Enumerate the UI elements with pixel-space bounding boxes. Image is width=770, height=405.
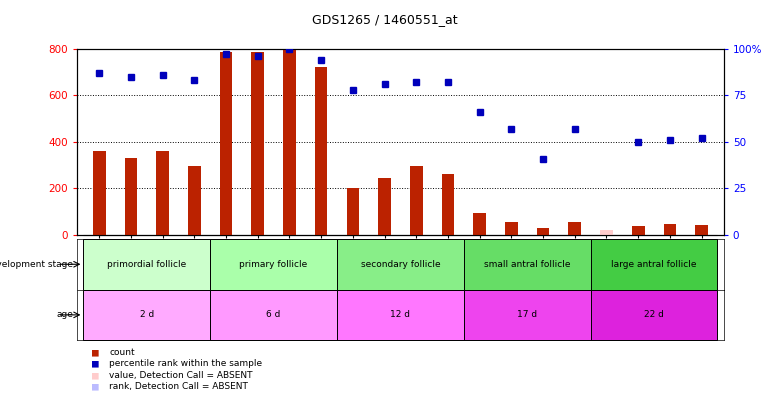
Bar [695, 225, 708, 235]
Text: count: count [109, 348, 135, 357]
Text: ■: ■ [92, 359, 99, 369]
Text: value, Detection Call = ABSENT: value, Detection Call = ABSENT [109, 371, 253, 379]
Text: 22 d: 22 d [644, 310, 664, 320]
Text: development stage: development stage [0, 260, 73, 269]
Bar [337, 239, 464, 290]
Bar [337, 290, 464, 340]
Text: primordial follicle: primordial follicle [107, 260, 186, 269]
Bar [442, 175, 454, 235]
Bar [125, 158, 137, 235]
Bar [464, 290, 591, 340]
Text: 6 d: 6 d [266, 310, 281, 320]
Text: large antral follicle: large antral follicle [611, 260, 697, 269]
Text: age: age [56, 310, 73, 320]
Bar [410, 166, 423, 235]
Bar [600, 230, 613, 235]
Text: ■: ■ [92, 382, 99, 391]
Bar [632, 226, 644, 235]
Text: ■: ■ [92, 370, 99, 380]
Bar [210, 239, 337, 290]
Bar [474, 213, 486, 235]
Bar [83, 239, 210, 290]
Bar [83, 290, 210, 340]
Bar [251, 52, 264, 235]
Bar [378, 178, 391, 235]
Text: 2 d: 2 d [139, 310, 154, 320]
Bar [346, 188, 359, 235]
Bar [283, 47, 296, 235]
Text: ■: ■ [92, 347, 99, 357]
Text: 12 d: 12 d [390, 310, 410, 320]
Text: primary follicle: primary follicle [239, 260, 308, 269]
Bar [188, 166, 201, 235]
Bar [210, 290, 337, 340]
Bar [93, 151, 105, 235]
Text: GDS1265 / 1460551_at: GDS1265 / 1460551_at [312, 13, 458, 26]
Bar [505, 222, 517, 235]
Text: secondary follicle: secondary follicle [360, 260, 440, 269]
Bar [219, 52, 233, 235]
Text: rank, Detection Call = ABSENT: rank, Detection Call = ABSENT [109, 382, 248, 391]
Bar [591, 290, 718, 340]
Bar [664, 224, 676, 235]
Bar [591, 239, 718, 290]
Bar [156, 151, 169, 235]
Bar [315, 67, 327, 235]
Bar [537, 228, 550, 235]
Bar [464, 239, 591, 290]
Text: small antral follicle: small antral follicle [484, 260, 571, 269]
Text: 17 d: 17 d [517, 310, 537, 320]
Bar [568, 222, 581, 235]
Text: percentile rank within the sample: percentile rank within the sample [109, 359, 263, 368]
